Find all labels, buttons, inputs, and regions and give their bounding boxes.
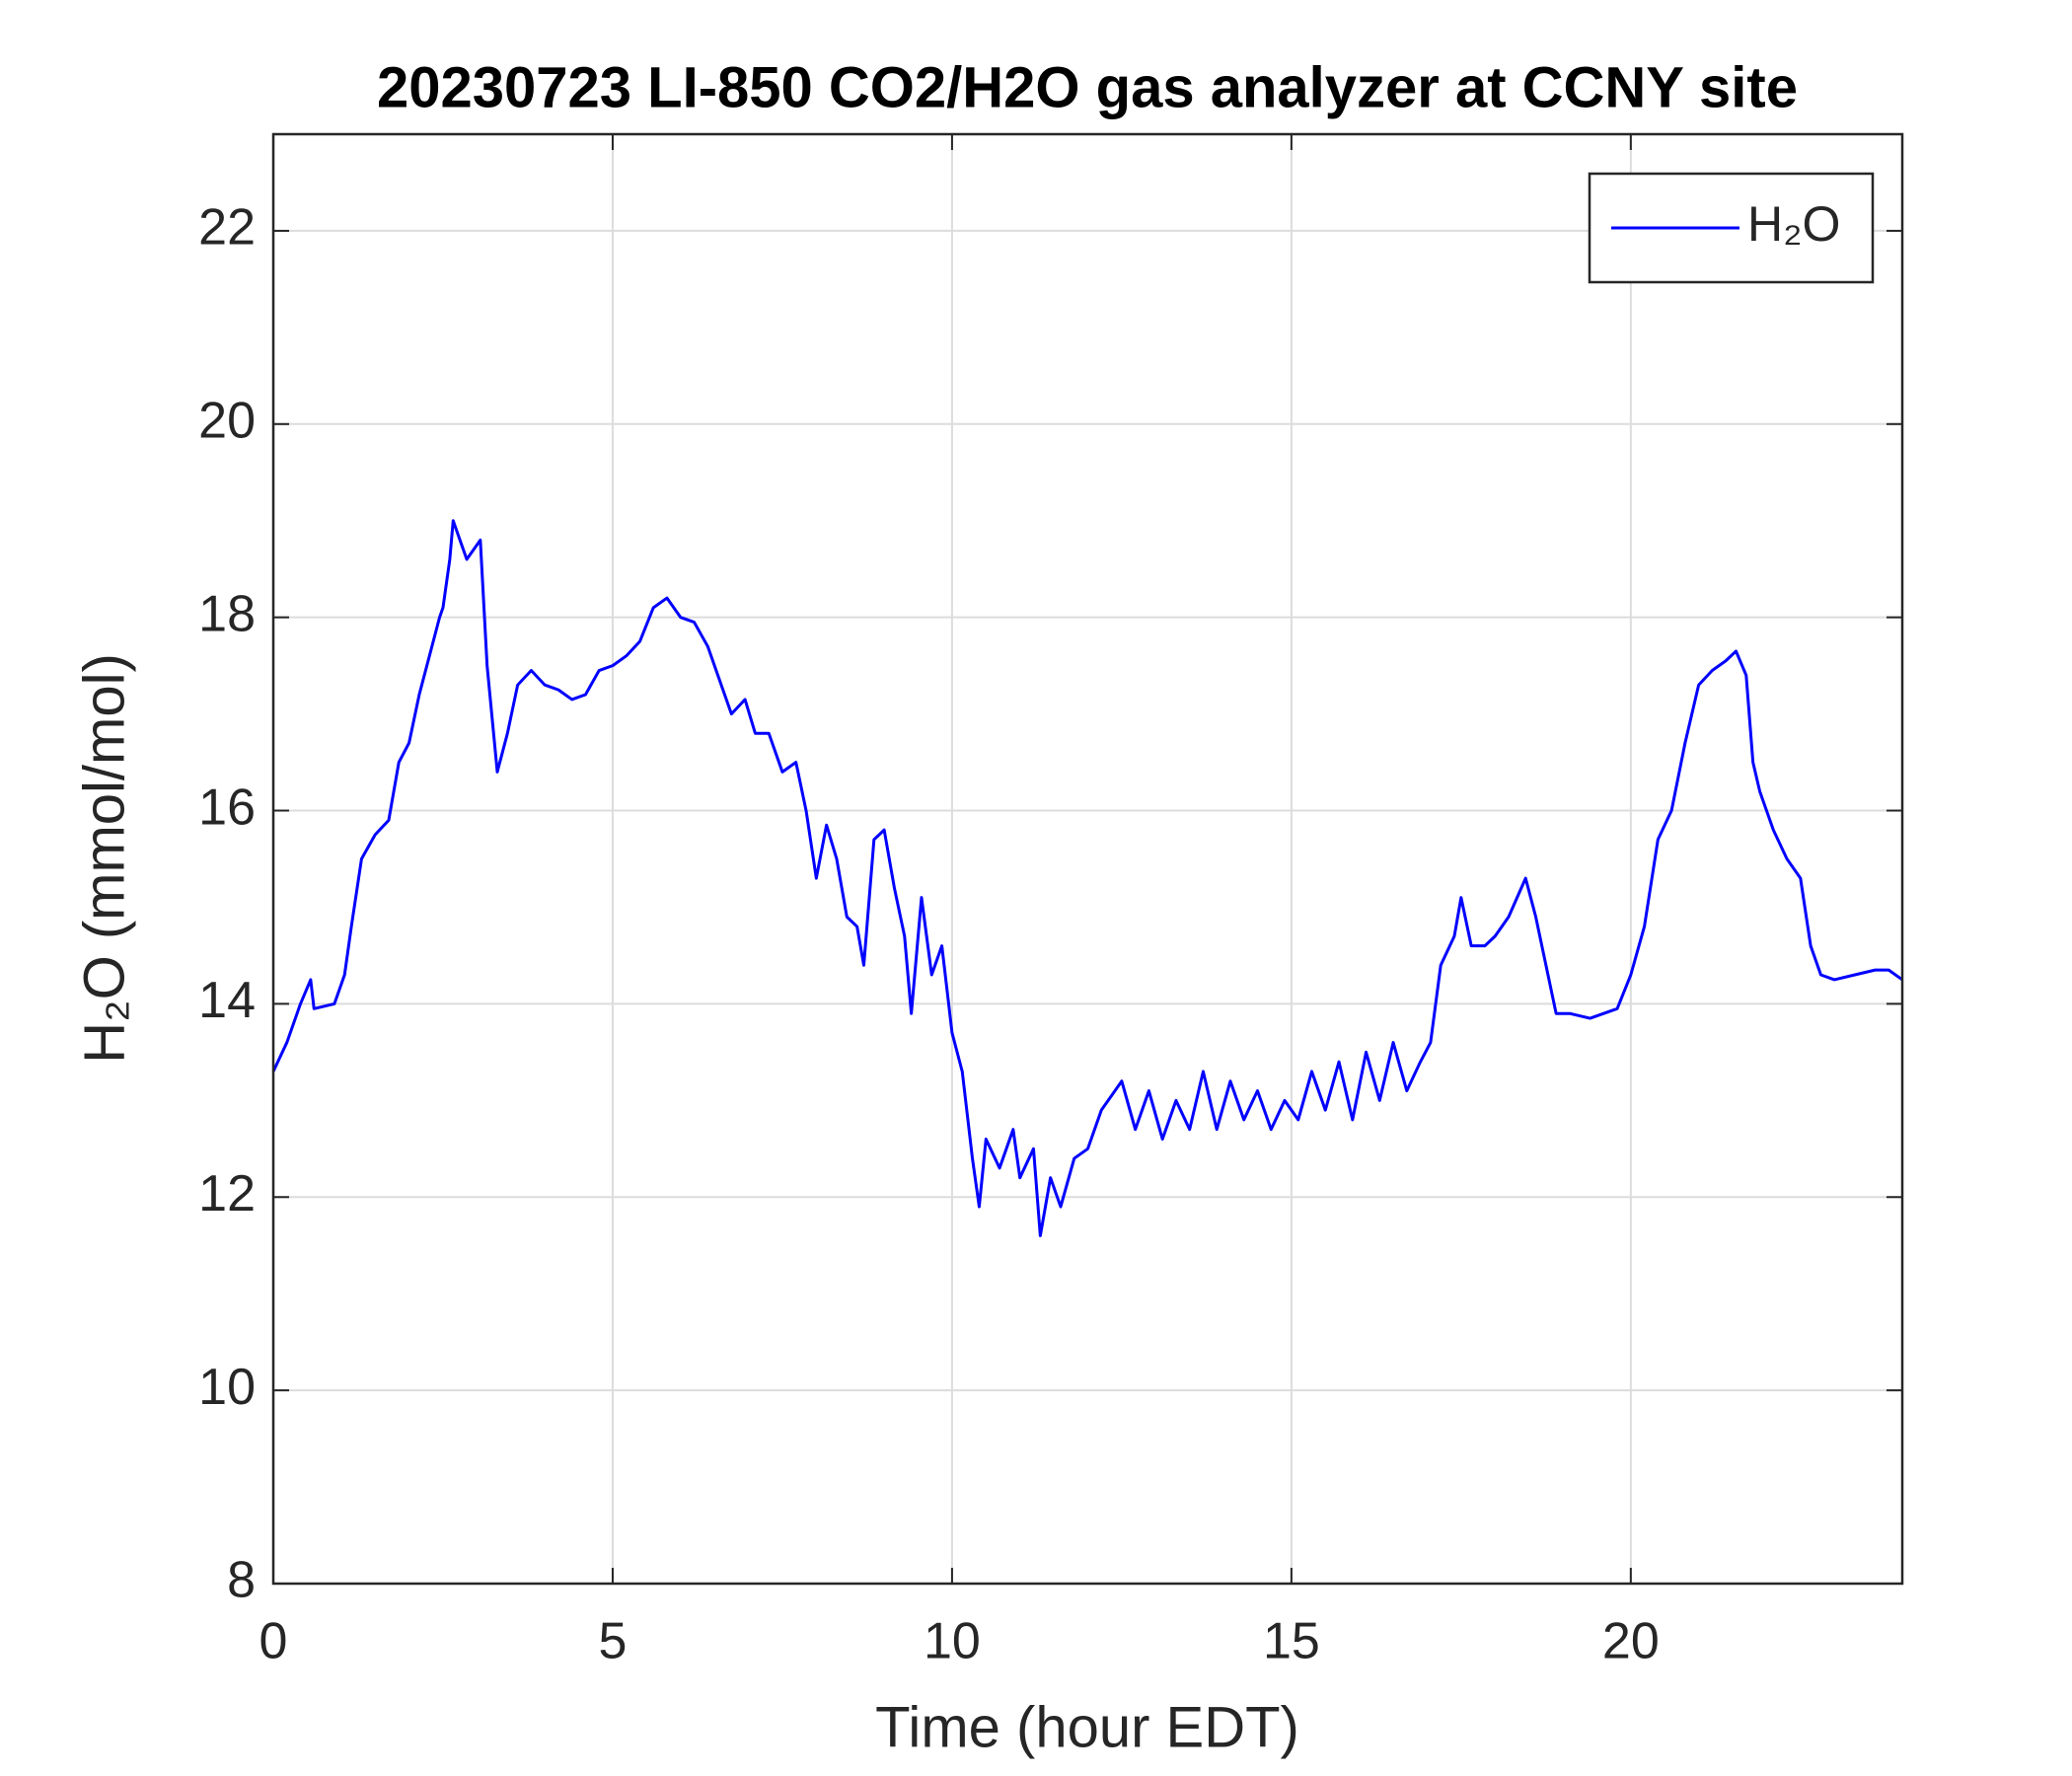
y-tick-label: 20: [198, 393, 256, 450]
x-tick-label: 5: [598, 1613, 627, 1670]
axes-box: [271, 132, 1904, 1586]
y-tick-label: 12: [198, 1165, 256, 1222]
y-tick-label: 22: [198, 199, 256, 257]
y-tick-label: 10: [198, 1359, 256, 1416]
y-axis-label: H₂O (mmol/mol): [72, 653, 136, 1064]
y-tick-label: 8: [227, 1552, 256, 1609]
chart-title: 20230723 LI-850 CO2/H2O gas analyzer at …: [377, 55, 1798, 119]
legend-label: H₂O: [1747, 196, 1840, 252]
x-tick-label: 20: [1602, 1613, 1660, 1670]
legend: H₂O: [1588, 172, 1875, 284]
y-tick-label: 18: [198, 585, 256, 642]
y-tick-label: 14: [198, 972, 256, 1029]
x-tick-label: 0: [259, 1613, 288, 1670]
x-tick-label: 15: [1263, 1613, 1320, 1670]
data-line: [271, 519, 1903, 1237]
x-axis-label: Time (hour EDT): [875, 1695, 1299, 1759]
y-tick-label: 16: [198, 778, 256, 836]
x-tick-label: 10: [924, 1613, 981, 1670]
